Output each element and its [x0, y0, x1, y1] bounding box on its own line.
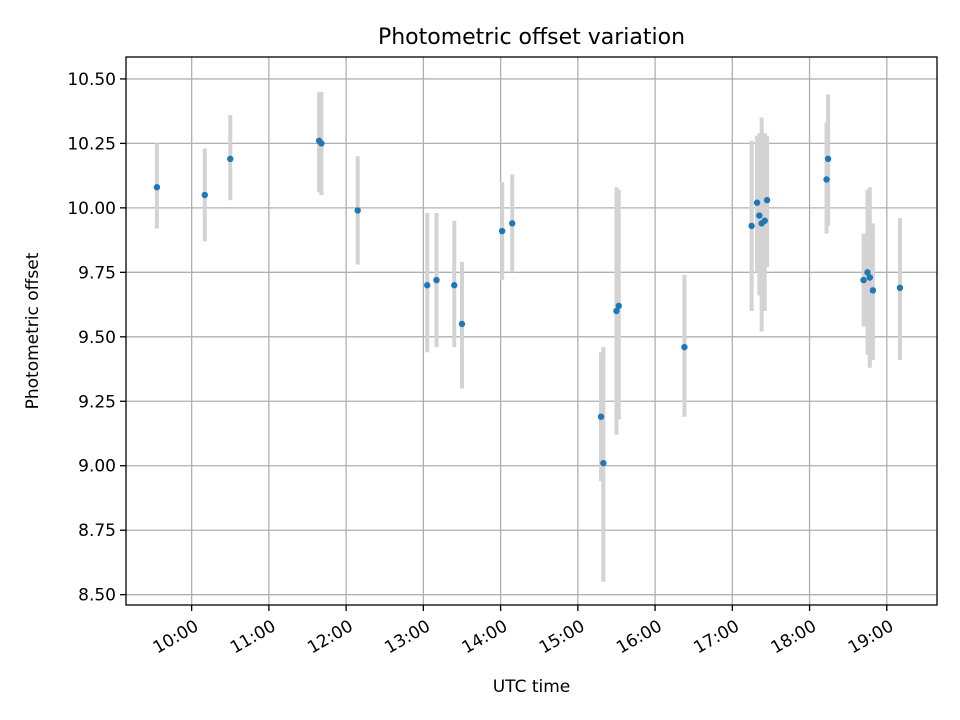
data-point: [864, 269, 871, 276]
x-axis-ticks: 10:00 11:00 12:00 13:00 14:00 15:00 16:00 17:00…: [150, 605, 897, 658]
data-point: [748, 222, 755, 230]
data-point: [756, 212, 763, 219]
data-point: [498, 227, 506, 235]
data-point: [433, 276, 440, 284]
data-point: [823, 176, 830, 183]
grid-layer: [126, 57, 937, 605]
y-tick-label: 9.75: [78, 263, 116, 283]
data-point: [600, 459, 607, 467]
point-layer: [153, 137, 904, 467]
y-tick-label: 10.50: [67, 70, 116, 90]
x-tick-label: 19:00: [845, 616, 897, 658]
data-point: [896, 284, 904, 292]
data-point: [354, 207, 361, 214]
data-point: [860, 276, 867, 284]
data-point: [753, 199, 761, 206]
data-point: [318, 140, 325, 147]
y-tick-label: 10.25: [67, 134, 116, 154]
data-point: [613, 307, 620, 315]
chart-title: Photometric offset variation: [378, 25, 685, 50]
y-tick-label: 9.50: [78, 328, 116, 348]
y-tick-label: 8.50: [78, 586, 116, 606]
data-point: [866, 274, 874, 281]
data-point: [227, 155, 234, 163]
x-tick-label: 14:00: [459, 616, 511, 658]
x-tick-label: 17:00: [690, 616, 742, 658]
data-point: [824, 155, 832, 163]
data-point: [597, 413, 605, 420]
data-point: [615, 302, 622, 310]
x-tick-label: 11:00: [227, 616, 279, 658]
plot-frame: [125, 56, 938, 606]
data-point: [451, 282, 458, 289]
y-tick-label: 9.25: [78, 392, 116, 412]
data-point: [763, 196, 771, 204]
data-point: [424, 282, 431, 289]
x-tick-label: 15:00: [536, 616, 588, 658]
x-tick-label: 18:00: [768, 616, 820, 658]
x-tick-label: 12:00: [304, 616, 356, 658]
data-point: [201, 191, 208, 199]
y-tick-label: 10.00: [67, 199, 116, 219]
data-point: [508, 220, 516, 227]
data-point: [761, 217, 768, 224]
y-axis-label: Photometric offset: [23, 252, 43, 409]
y-tick-label: 8.75: [78, 521, 116, 541]
y-tick-label: 9.00: [78, 457, 116, 477]
y-axis-ticks: 8.50 8.75 9.00 9.25 9.50 9.75 10.00 10.25 10.50: [67, 70, 126, 606]
x-axis-label: UTC time: [493, 677, 571, 697]
x-tick-label: 16:00: [613, 616, 665, 658]
data-point: [458, 320, 466, 328]
data-point: [153, 184, 161, 191]
x-tick-label: 13:00: [381, 616, 433, 658]
x-tick-label: 10:00: [150, 616, 202, 658]
data-point: [869, 287, 877, 294]
data-point: [681, 343, 688, 351]
